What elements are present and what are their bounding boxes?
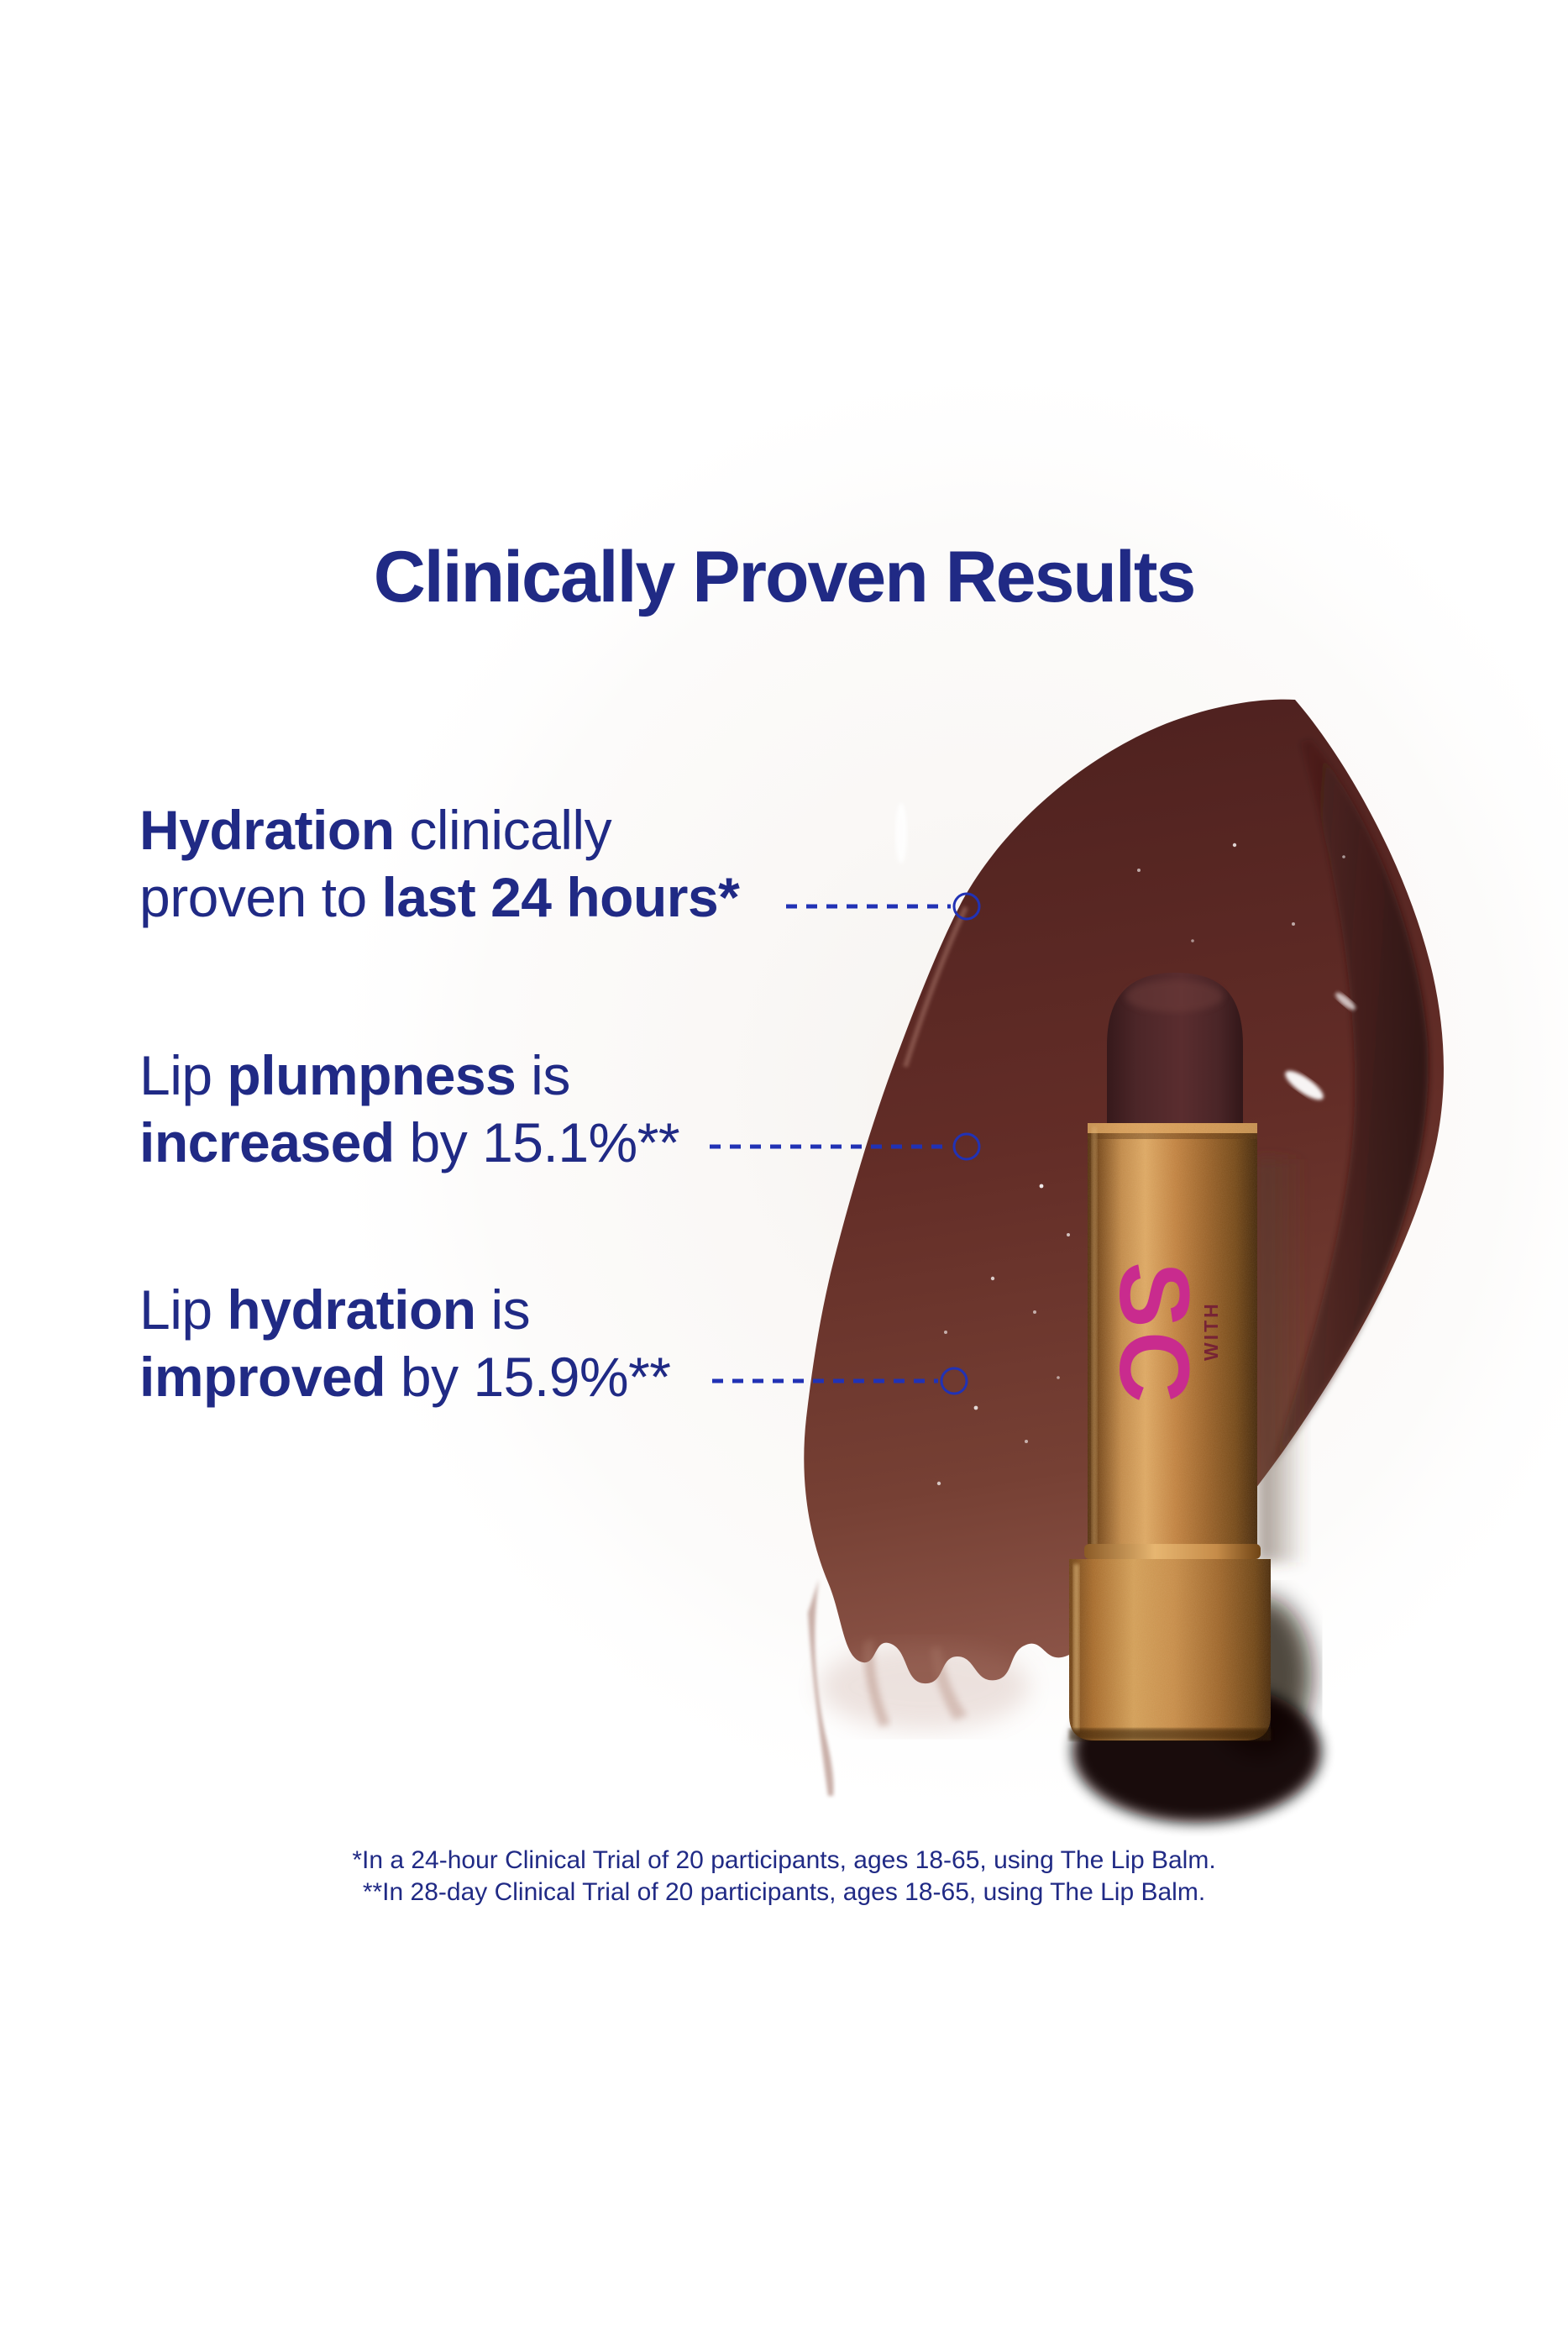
lip-balm-cap-base xyxy=(1069,1559,1271,1740)
callout-circle-1 xyxy=(952,892,981,921)
claim-line: Lip plumpness is xyxy=(139,1042,679,1109)
lip-balm-bullet xyxy=(1107,973,1243,1142)
claim-line: Hydration clinically xyxy=(139,796,739,864)
claim-text: by 15.1%** xyxy=(394,1111,680,1173)
footnote-28-day: **In 28-day Clinical Trial of 20 partici… xyxy=(362,1878,1206,1906)
callout-circle-3 xyxy=(940,1367,968,1395)
claim-text-bold: hydration xyxy=(227,1278,476,1341)
claim-text-bold: plumpness xyxy=(227,1044,517,1106)
tube-bottom-ring xyxy=(1084,1544,1261,1559)
claim-line: improved by 15.9%** xyxy=(139,1343,671,1410)
brand-monogram: SC xyxy=(1099,1262,1209,1406)
claim-line: increased by 15.1%** xyxy=(139,1109,680,1176)
claim-line: Lip hydration is xyxy=(139,1276,670,1343)
claim-text: Lip xyxy=(139,1044,228,1106)
footnote-24-hour: *In a 24-hour Clinical Trial of 20 parti… xyxy=(352,1846,1216,1874)
claim-text: by 15.9%** xyxy=(385,1346,671,1408)
callout-circle-2 xyxy=(952,1132,981,1161)
claim-text: clinically xyxy=(394,799,612,861)
brand-caption: WITH xyxy=(1200,1301,1222,1361)
callout-leaders xyxy=(710,892,981,1395)
claim-plumpness-increase: Lip plumpness is increased by 15.1%** xyxy=(139,1042,680,1176)
claim-text-bold: improved xyxy=(139,1346,386,1408)
claim-text: proven to xyxy=(139,866,382,928)
claim-hydration-improve: Lip hydration is improved by 15.9%** xyxy=(139,1276,671,1410)
footnotes: *In a 24-hour Clinical Trial of 20 parti… xyxy=(0,1845,1568,1908)
lip-balm-tube: SC WITH xyxy=(1088,1123,1257,1557)
claim-text-bold: last 24 hours* xyxy=(381,866,740,928)
claim-text: Lip xyxy=(139,1278,228,1341)
claim-text-bold: Hydration xyxy=(139,799,395,861)
claim-hydration-24h: Hydration clinically proven to last 24 h… xyxy=(139,796,740,931)
claim-text-bold: increased xyxy=(139,1111,395,1173)
claim-text: is xyxy=(475,1278,531,1341)
page-title: Clinically Proven Results xyxy=(373,537,1197,617)
claim-line: proven to last 24 hours* xyxy=(139,864,740,931)
claim-text: is xyxy=(516,1044,570,1106)
